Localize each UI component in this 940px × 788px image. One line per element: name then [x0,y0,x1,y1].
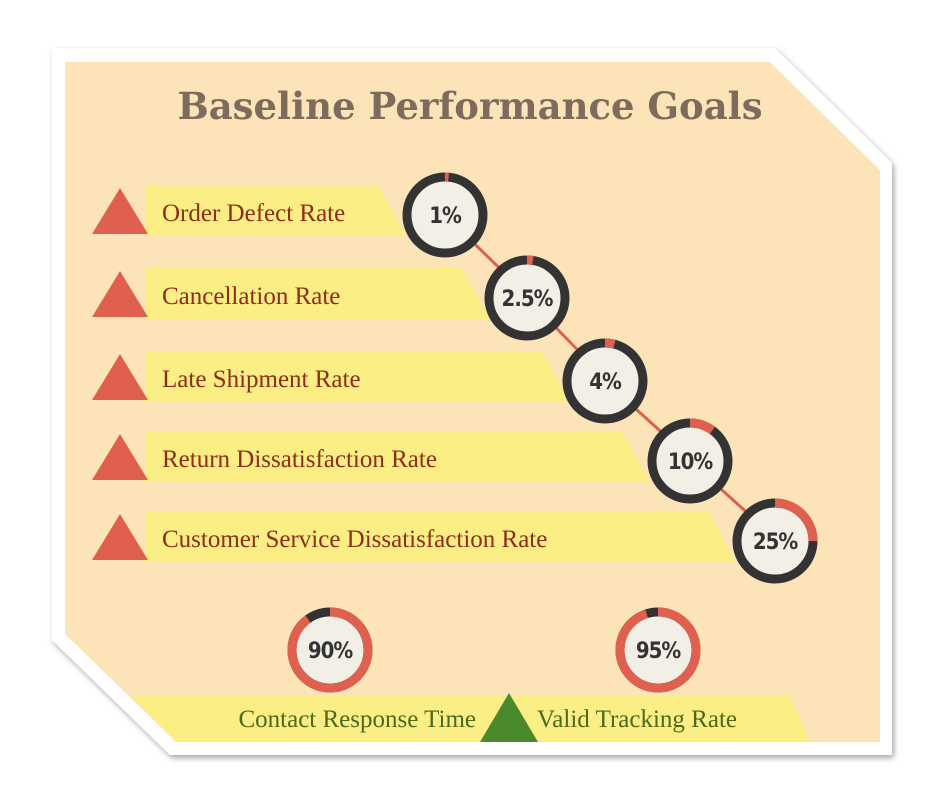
metric-label: Return Dissatisfaction Rate [162,446,437,473]
metric-ring-progress-arc [732,498,818,584]
bottom-value: 95% [636,639,682,664]
metric-label: Order Defect Rate [162,200,345,227]
metric-ring-fill [489,260,565,336]
metric-ring-progress-arc [647,418,733,504]
bottom-ring-progress-arc [287,607,373,693]
metric-ring-fill [407,177,483,253]
metric-value: 25% [753,530,799,555]
metric-ring-fill [567,343,643,419]
bottom-ring-fill [292,612,368,688]
metric-ring-fill [737,503,813,579]
page-title: Baseline Performance Goals [177,84,762,128]
metric-band [145,351,570,402]
metric-ring-progress-arc [562,338,648,424]
metric-value: 2.5% [502,287,554,312]
metric-band [145,431,650,482]
bottom-label-contact-response-time: Contact Response Time [238,706,476,733]
metric-label: Customer Service Dissatisfaction Rate [162,526,547,553]
metric-ring-fill [652,423,728,499]
metric-ring: 25% [732,498,818,584]
triangle-up-red-icon [92,514,148,560]
bottom-ring: 90% [287,607,373,693]
metric-label: Cancellation Rate [162,283,340,310]
triangle-up-green-icon [480,693,538,742]
triangle-up-red-icon [92,188,148,234]
metric-ring: 4% [562,338,648,424]
metric-label: Late Shipment Rate [162,366,361,393]
metric-value: 10% [668,450,714,475]
metric-ring-progress-arc [402,172,488,258]
metric-value: 4% [589,370,622,395]
metric-ring: 10% [647,418,733,504]
metric-band [145,268,490,319]
bottom-ring: 95% [615,607,701,693]
triangle-up-red-icon [92,354,148,400]
metric-value: 1% [429,204,462,229]
metric-band [145,185,406,236]
bottom-ring-progress-arc [615,607,701,693]
triangle-up-red-icon [92,271,148,317]
bottom-value: 90% [308,639,354,664]
bottom-label-valid-tracking-rate: Valid Tracking Rate [537,706,737,733]
metric-ring-progress-arc [484,255,570,341]
metric-band [145,511,736,562]
metric-ring: 1% [402,172,488,258]
triangle-up-red-icon [92,434,148,480]
metric-ring: 2.5% [484,255,570,341]
bottom-ring-fill [620,612,696,688]
bottom-band [130,695,810,742]
